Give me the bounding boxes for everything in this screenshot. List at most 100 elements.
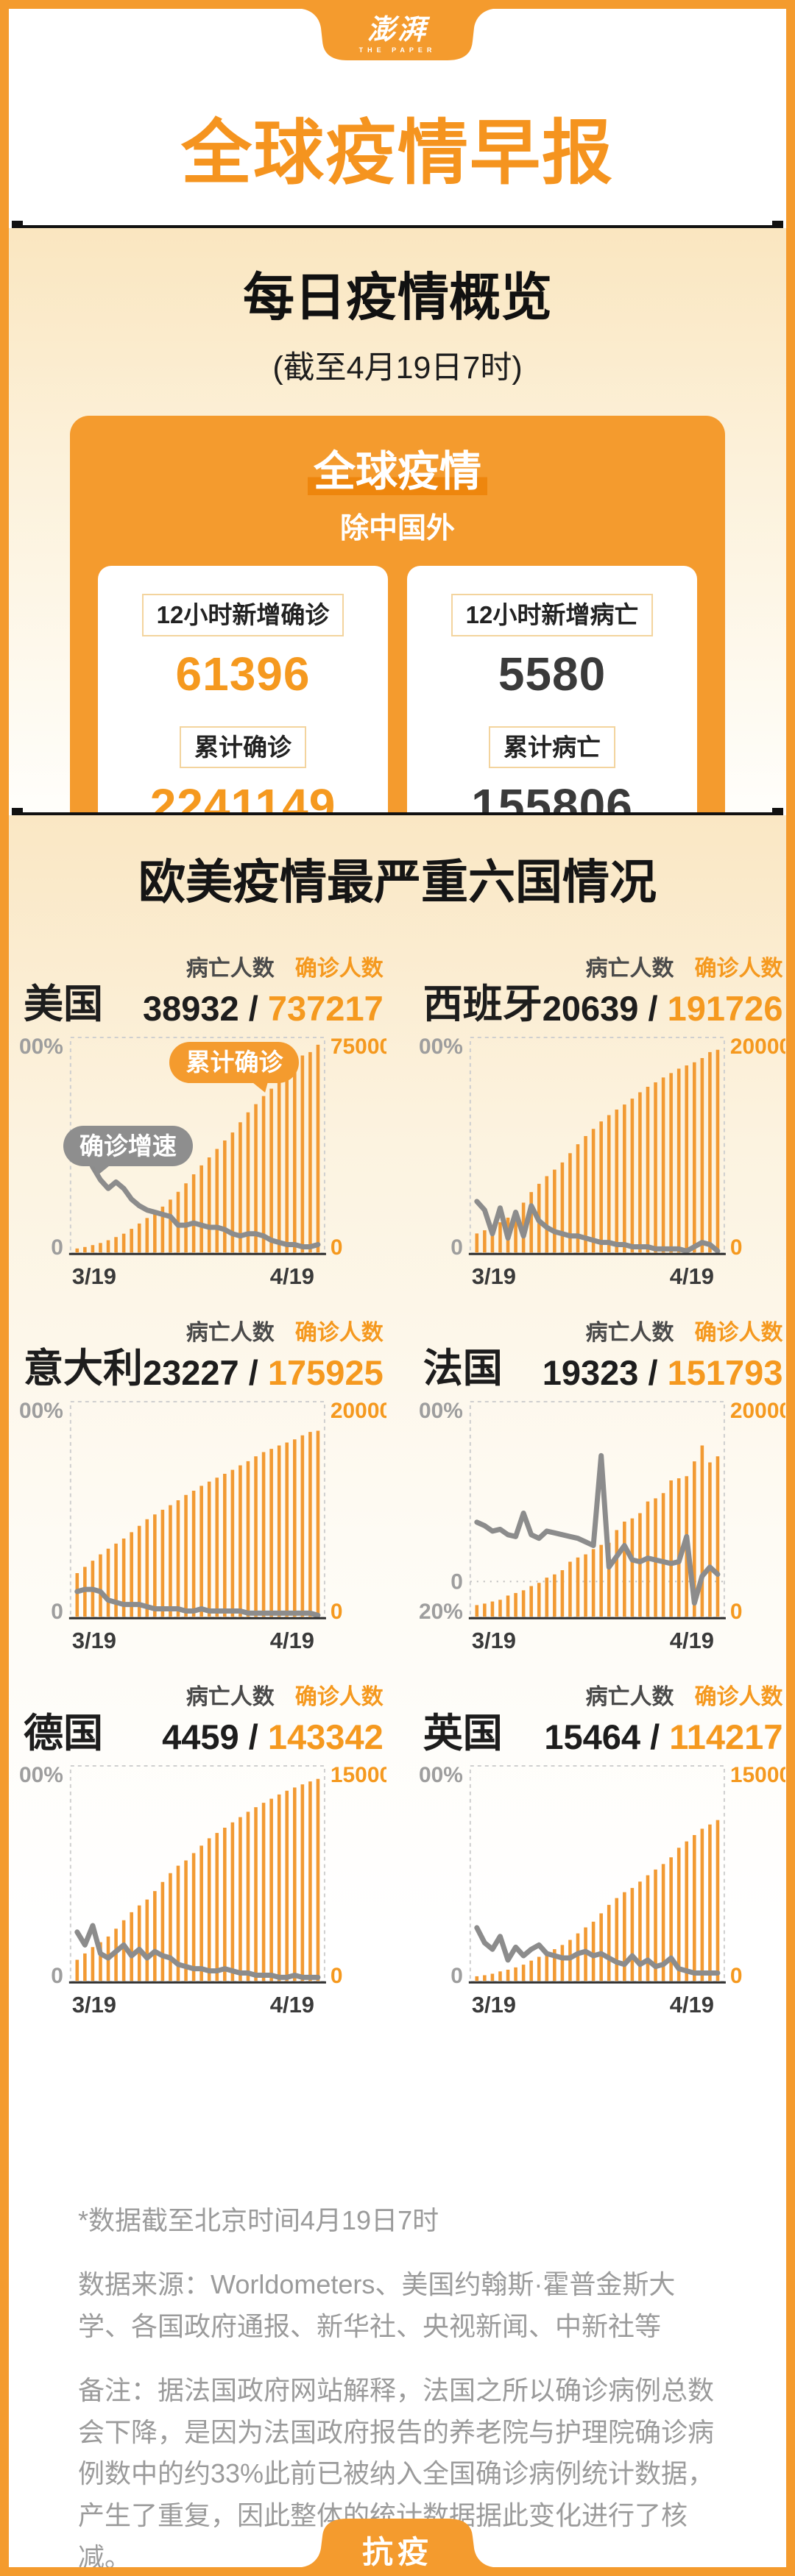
six-countries-title: 欧美疫情最严重六国情况: [138, 856, 657, 909]
anti-epidemic-tab: 抗疫: [302, 2519, 493, 2567]
poster-body: 全球疫情早报 澎湃 THE PAPER 每日疫情概览 (截至4月19日7时) 全…: [9, 9, 786, 2567]
svg-text:4/19: 4/19: [270, 1263, 314, 1288]
deaths-value: 23227: [143, 1353, 239, 1393]
deaths-label: 病亡人数: [585, 1321, 674, 1346]
country-stats: 病亡人数 确诊人数 19323 / 151793: [542, 1321, 783, 1393]
svg-text:4/19: 4/19: [670, 1263, 714, 1288]
daily-overview-section: 每日疫情概览 (截至4月19日7时) 全球疫情 除中国外 12小时新增确诊 613…: [9, 228, 786, 891]
svg-text:100%: 100%: [419, 1035, 463, 1059]
svg-text:0: 0: [51, 1964, 63, 1988]
confirmed-value: 151793: [667, 1353, 783, 1393]
brand-logo-tab: 澎湃 THE PAPER: [302, 9, 493, 65]
global-card-subtitle: 除中国外: [339, 513, 455, 544]
svg-text:4/19: 4/19: [670, 1992, 714, 2017]
deaths-label: 病亡人数: [186, 1321, 275, 1346]
confirmed-value: 114217: [669, 1717, 783, 1757]
svg-text:0: 0: [51, 1600, 63, 1624]
country-header: 意大利 病亡人数 确诊人数 23227 / 175925: [19, 1294, 386, 1399]
svg-text:3/19: 3/19: [72, 1628, 116, 1653]
the-paper-logo-en: THE PAPER: [358, 46, 437, 54]
country-name: 西班牙: [423, 982, 543, 1027]
confirmed-label: 确诊人数: [694, 1685, 783, 1710]
svg-text:0: 0: [730, 1600, 743, 1624]
confirmed-label: 确诊人数: [694, 957, 783, 981]
global-card-title: 全球疫情: [70, 438, 725, 498]
svg-text:0: 0: [451, 1235, 463, 1260]
deaths-label: 病亡人数: [186, 957, 275, 981]
svg-text:100%: 100%: [419, 1399, 463, 1423]
svg-text:4/19: 4/19: [270, 1992, 314, 2017]
svg-text:100%: 100%: [419, 1763, 463, 1787]
stat-label: 累计确诊: [180, 725, 306, 769]
stat-label: 12小时新增病亡: [451, 594, 654, 636]
country-name: 意大利: [24, 1346, 143, 1391]
annotation-growth-rate: 确诊增速: [63, 1126, 193, 1167]
bottom-tab-shape: [302, 2519, 493, 2567]
svg-text:0: 0: [451, 1964, 463, 1988]
annotation-cumulative-confirmed: 累计确诊: [169, 1042, 300, 1083]
country-header: 西班牙 病亡人数 确诊人数 20639 / 191726: [419, 930, 786, 1035]
deaths-label: 病亡人数: [585, 1685, 674, 1710]
country-stats: 病亡人数 确诊人数 15464 / 114217: [544, 1685, 783, 1757]
stat-value: 5580: [498, 647, 607, 700]
deaths-label: 病亡人数: [585, 957, 674, 981]
svg-text:100%: 100%: [19, 1763, 63, 1787]
svg-text:3/19: 3/19: [472, 1263, 516, 1288]
stat-cell: 12小时新增确诊 61396: [141, 594, 344, 701]
svg-text:-20%: -20%: [419, 1600, 463, 1624]
confirmed-label: 确诊人数: [694, 1321, 783, 1346]
svg-text:3/19: 3/19: [472, 1628, 516, 1653]
svg-text:0: 0: [730, 1964, 743, 1988]
confirmed-value: 737217: [267, 989, 384, 1028]
page-title: 全球疫情早报: [181, 114, 614, 193]
country-name: 德国: [24, 1711, 103, 1756]
svg-text:3/19: 3/19: [72, 1992, 116, 2017]
svg-text:100%: 100%: [19, 1399, 63, 1423]
confirmed-value: 175925: [267, 1353, 384, 1393]
stat-label: 累计病亡: [489, 725, 615, 769]
data-source-note: 数据来源：Worldometers、美国约翰斯·霍普金斯大学、各国政府通报、新华…: [78, 2268, 676, 2341]
footer-notes: *数据截至北京时间4月19日7时 数据来源：Worldometers、美国约翰斯…: [78, 2200, 716, 2567]
country-header: 美国 病亡人数 确诊人数 38932 / 737217: [19, 930, 386, 1035]
svg-text:0: 0: [331, 1964, 343, 1988]
svg-text:3/19: 3/19: [72, 1263, 116, 1288]
svg-text:4/19: 4/19: [270, 1628, 314, 1653]
svg-text:0: 0: [331, 1235, 343, 1260]
svg-text:0: 0: [331, 1600, 343, 1624]
stat-label: 12小时新增确诊: [141, 594, 344, 636]
country-header: 法国 病亡人数 确诊人数 19323 / 151793: [419, 1294, 786, 1399]
the-paper-logo: 澎湃: [367, 14, 428, 46]
country-stats: 病亡人数 确诊人数 4459 / 143342: [162, 1685, 384, 1757]
deaths-value: 15464: [544, 1717, 641, 1757]
overview-cutoff-time: (截至4月19日7时): [272, 350, 523, 386]
confirmed-value: 191726: [667, 989, 783, 1028]
deaths-value: 4459: [162, 1717, 239, 1757]
country-header: 英国 病亡人数 确诊人数 15464 / 114217: [419, 1658, 786, 1763]
confirmed-value: 143342: [267, 1717, 384, 1757]
deaths-value: 19323: [542, 1353, 639, 1393]
country-header: 德国 病亡人数 确诊人数 4459 / 143342: [19, 1658, 386, 1763]
country-stats: 病亡人数 确诊人数 20639 / 191726: [542, 957, 783, 1028]
logo-tab-shape: [302, 9, 493, 60]
svg-text:100%: 100%: [19, 1035, 63, 1059]
svg-text:0: 0: [51, 1235, 63, 1260]
country-name: 法国: [423, 1346, 503, 1391]
